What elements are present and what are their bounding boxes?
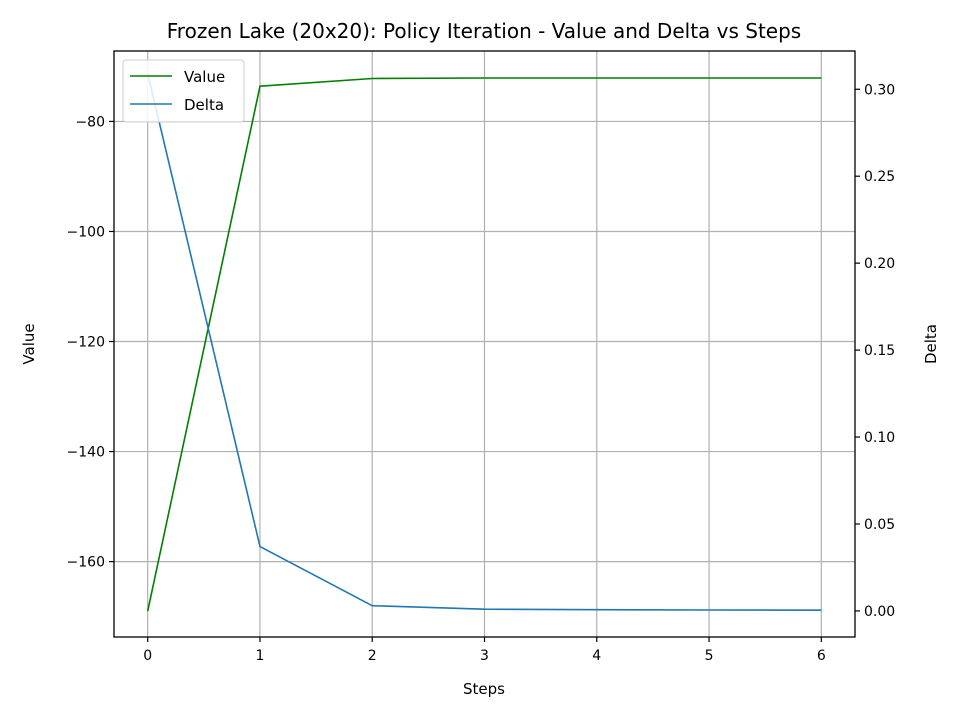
y-axis-label: Value: [20, 323, 38, 364]
chart-title: Frozen Lake (20x20): Policy Iteration - …: [167, 19, 801, 43]
y2-tick-label: 0.15: [864, 343, 895, 359]
y2-tick-label: 0.30: [864, 82, 895, 98]
x-tick-label: 5: [705, 648, 714, 664]
x-tick-label: 0: [143, 648, 152, 664]
y-tick-label: −160: [67, 555, 105, 571]
y2-tick-label: 0.20: [864, 256, 895, 272]
y2-axis-label: Delta: [922, 324, 940, 364]
y2-tick-label: 0.00: [864, 604, 895, 620]
y2-ticks: 0.30 0.25 0.20 0.15 0.10 0.05 0.00: [855, 82, 895, 620]
y2-tick-label: 0.25: [864, 169, 895, 185]
y2-tick-label: 0.10: [864, 430, 895, 446]
x-tick-label: 4: [592, 648, 601, 664]
series-lines: [146, 73, 822, 612]
series-line-value: [146, 77, 822, 612]
y-tick-label: −120: [67, 335, 105, 351]
y2-tick-label: 0.05: [864, 517, 895, 533]
x-tick-label: 2: [368, 648, 377, 664]
x-tick-label: 1: [255, 648, 264, 664]
y-ticks: −80 −100 −120 −140 −160: [67, 114, 114, 571]
x-ticks: 0 1 2 3 4 5 6: [143, 637, 826, 664]
y-tick-label: −80: [75, 114, 105, 130]
y-tick-label: −100: [67, 224, 105, 240]
legend-label-delta: Delta: [184, 96, 224, 114]
legend-label-value: Value: [184, 68, 225, 86]
grid: [114, 51, 855, 637]
series-line-delta: [146, 73, 822, 612]
y-tick-label: −140: [67, 445, 105, 461]
legend: Value Delta: [122, 59, 245, 123]
x-axis-label: Steps: [463, 680, 505, 698]
x-tick-label: 6: [817, 648, 826, 664]
x-tick-label: 3: [480, 648, 489, 664]
